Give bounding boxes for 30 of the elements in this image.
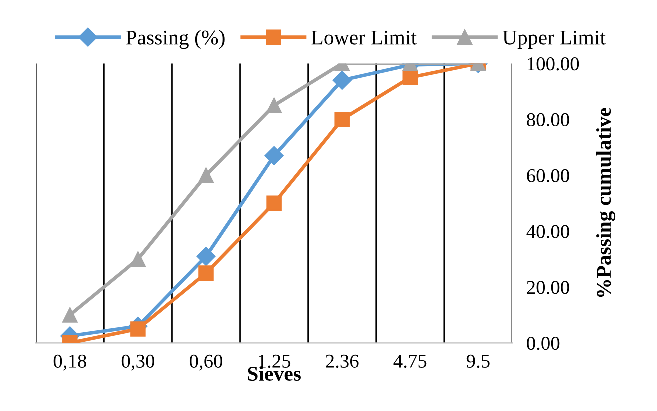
- legend-label: Upper Limit: [502, 30, 606, 50]
- x-tick-label: 0,60: [190, 354, 223, 371]
- y-tick-label: 40.00: [526, 225, 570, 238]
- point: [130, 252, 146, 267]
- x-axis-title: Sieves: [248, 366, 301, 382]
- legend-label: Lower Limit: [312, 30, 417, 45]
- x-tick-label: 1.25: [258, 354, 291, 368]
- point: [264, 146, 284, 166]
- point: [266, 98, 282, 114]
- point: [334, 112, 350, 128]
- y-tick-label: 100.00: [528, 58, 580, 71]
- point: [196, 247, 216, 266]
- y-tick-label: 60.00: [527, 169, 570, 183]
- point: [266, 196, 282, 212]
- x-tick-label: 0,30: [122, 354, 154, 371]
- x-tick-label: 2.36: [326, 354, 359, 368]
- y2-axis-title: %Passing cumulative: [596, 108, 616, 298]
- x-tick-label: 4.75: [394, 354, 427, 368]
- y-tick-label: 0.00: [527, 337, 560, 350]
- point: [130, 322, 146, 337]
- point: [198, 168, 214, 184]
- point: [402, 70, 418, 86]
- x-tick-label: 9.5: [466, 354, 490, 368]
- point: [332, 70, 352, 90]
- point: [62, 308, 78, 323]
- y-tick-label: 20.00: [527, 281, 570, 294]
- x-tick-label: 0,18: [54, 354, 86, 371]
- point: [198, 266, 214, 281]
- y-tick-label: 80.00: [527, 113, 570, 127]
- legend-label: Passing (%): [126, 30, 225, 50]
